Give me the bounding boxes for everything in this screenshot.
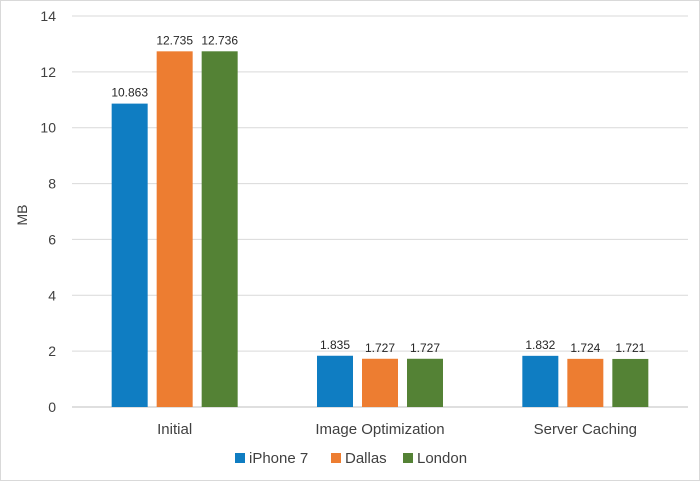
legend-label: iPhone 7 [249, 450, 308, 467]
category-labels: Initial Image Optimization Server Caching [157, 421, 637, 438]
data-labels: 10.863 12.735 12.736 1.835 1.727 1.727 1.832 1.… [111, 33, 645, 355]
y-axis-title: MB [14, 205, 30, 226]
data-label: 1.835 [320, 338, 350, 352]
data-label: 10.863 [111, 86, 148, 100]
data-label: 1.721 [615, 341, 645, 355]
y-tick-label: 10 [40, 120, 56, 136]
y-tick-label: 2 [48, 343, 56, 359]
y-tick-label: 0 [48, 399, 56, 415]
data-label: 12.736 [201, 33, 238, 47]
bar-dallas [156, 51, 193, 407]
legend-label: London [417, 450, 467, 467]
data-label: 1.724 [570, 341, 600, 355]
bar-london [612, 358, 649, 407]
y-tick-label: 12 [40, 64, 56, 80]
data-label: 1.727 [410, 341, 440, 355]
legend-label: Dallas [345, 450, 387, 467]
legend-swatch [403, 453, 413, 463]
category-label: Image Optimization [315, 421, 444, 438]
data-label: 12.735 [156, 33, 193, 47]
data-label: 1.832 [525, 338, 555, 352]
data-label: 1.727 [365, 341, 395, 355]
bar-dallas [567, 358, 604, 407]
bar-iphone-7 [317, 355, 353, 407]
bar-london [201, 51, 238, 407]
legend-swatch [331, 453, 341, 463]
y-tick-label: 8 [48, 176, 56, 192]
legend-swatch [235, 453, 245, 463]
y-tick-label: 6 [48, 231, 56, 247]
category-label: Server Caching [534, 421, 637, 438]
legend: iPhone 7 Dallas London [235, 450, 467, 467]
bar-london [407, 358, 443, 407]
y-tick-label: 14 [40, 8, 56, 24]
bar-iphone-7 [111, 103, 148, 407]
category-label: Initial [157, 421, 192, 438]
y-tick-label: 4 [48, 287, 56, 303]
bar-iphone-7 [522, 355, 559, 407]
y-tick-labels: 0 2 4 6 8 10 12 14 [40, 8, 56, 415]
bar-dallas [362, 358, 398, 407]
bars [111, 51, 649, 407]
